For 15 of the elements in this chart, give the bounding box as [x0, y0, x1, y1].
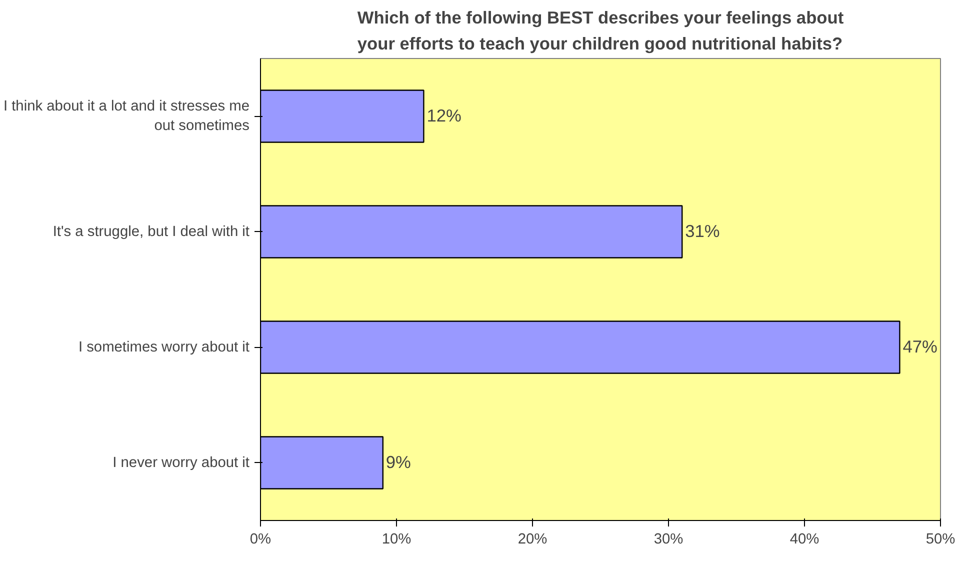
data-label: 47% [902, 336, 938, 356]
x-tick-label: 0% [250, 532, 272, 548]
y-tick-label: It's a struggle, but I deal with it [52, 224, 250, 240]
x-tick-label: 20% [518, 532, 548, 548]
data-label: 9% [386, 452, 411, 472]
x-tick-label: 50% [926, 532, 956, 548]
data-label: 12% [426, 105, 462, 126]
x-tick-label: 10% [382, 532, 412, 548]
y-tick-label: I think about it a lot and it stresses me out sometimes [3, 98, 250, 134]
chart-title: Which of the following BEST describes your feelings about your efforts to teach your children good nutritional habits? [357, 8, 844, 54]
y-tick-label: I never worry about it [112, 454, 250, 471]
x-tick-label: 40% [790, 532, 820, 548]
y-tick-label: I sometimes worry about it [78, 339, 250, 356]
data-label: 31% [685, 220, 720, 241]
x-tick-label: 30% [654, 532, 684, 548]
